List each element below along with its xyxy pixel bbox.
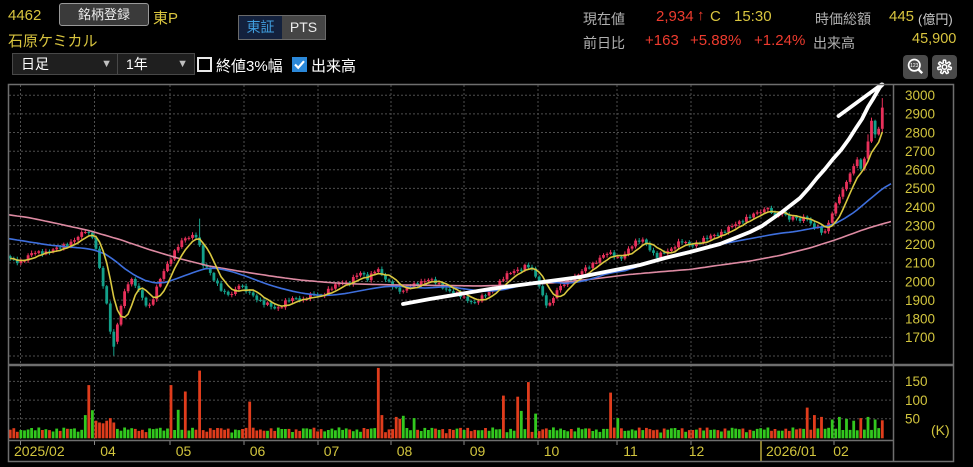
svg-text:2000: 2000: [905, 274, 935, 289]
svg-text:1800: 1800: [905, 312, 935, 327]
svg-text:05: 05: [176, 443, 192, 459]
svg-text:11: 11: [623, 443, 638, 459]
svg-text:2500: 2500: [905, 181, 935, 196]
svg-text:2900: 2900: [905, 107, 935, 122]
svg-text:50: 50: [905, 412, 920, 427]
svg-text:1900: 1900: [905, 293, 935, 308]
svg-text:02: 02: [833, 443, 849, 459]
svg-text:12: 12: [689, 443, 705, 459]
svg-text:09: 09: [470, 443, 486, 459]
svg-text:3000: 3000: [905, 88, 935, 103]
svg-text:2300: 2300: [905, 218, 935, 233]
svg-text:2100: 2100: [905, 256, 935, 271]
svg-text:2700: 2700: [905, 144, 935, 159]
svg-text:2025/02: 2025/02: [14, 443, 65, 459]
svg-text:06: 06: [250, 443, 266, 459]
svg-text:100: 100: [905, 393, 928, 408]
svg-text:07: 07: [324, 443, 340, 459]
svg-text:123: 123: [910, 63, 919, 69]
svg-text:1700: 1700: [905, 330, 935, 345]
svg-text:2400: 2400: [905, 200, 935, 215]
svg-text:2800: 2800: [905, 125, 935, 140]
svg-text:04: 04: [100, 443, 116, 459]
svg-text:2200: 2200: [905, 237, 935, 252]
svg-text:(K): (K): [931, 422, 950, 438]
svg-text:150: 150: [905, 374, 928, 389]
svg-text:10: 10: [544, 443, 560, 459]
svg-text:2026/01: 2026/01: [766, 443, 817, 459]
svg-text:08: 08: [397, 443, 413, 459]
svg-text:2600: 2600: [905, 163, 935, 178]
